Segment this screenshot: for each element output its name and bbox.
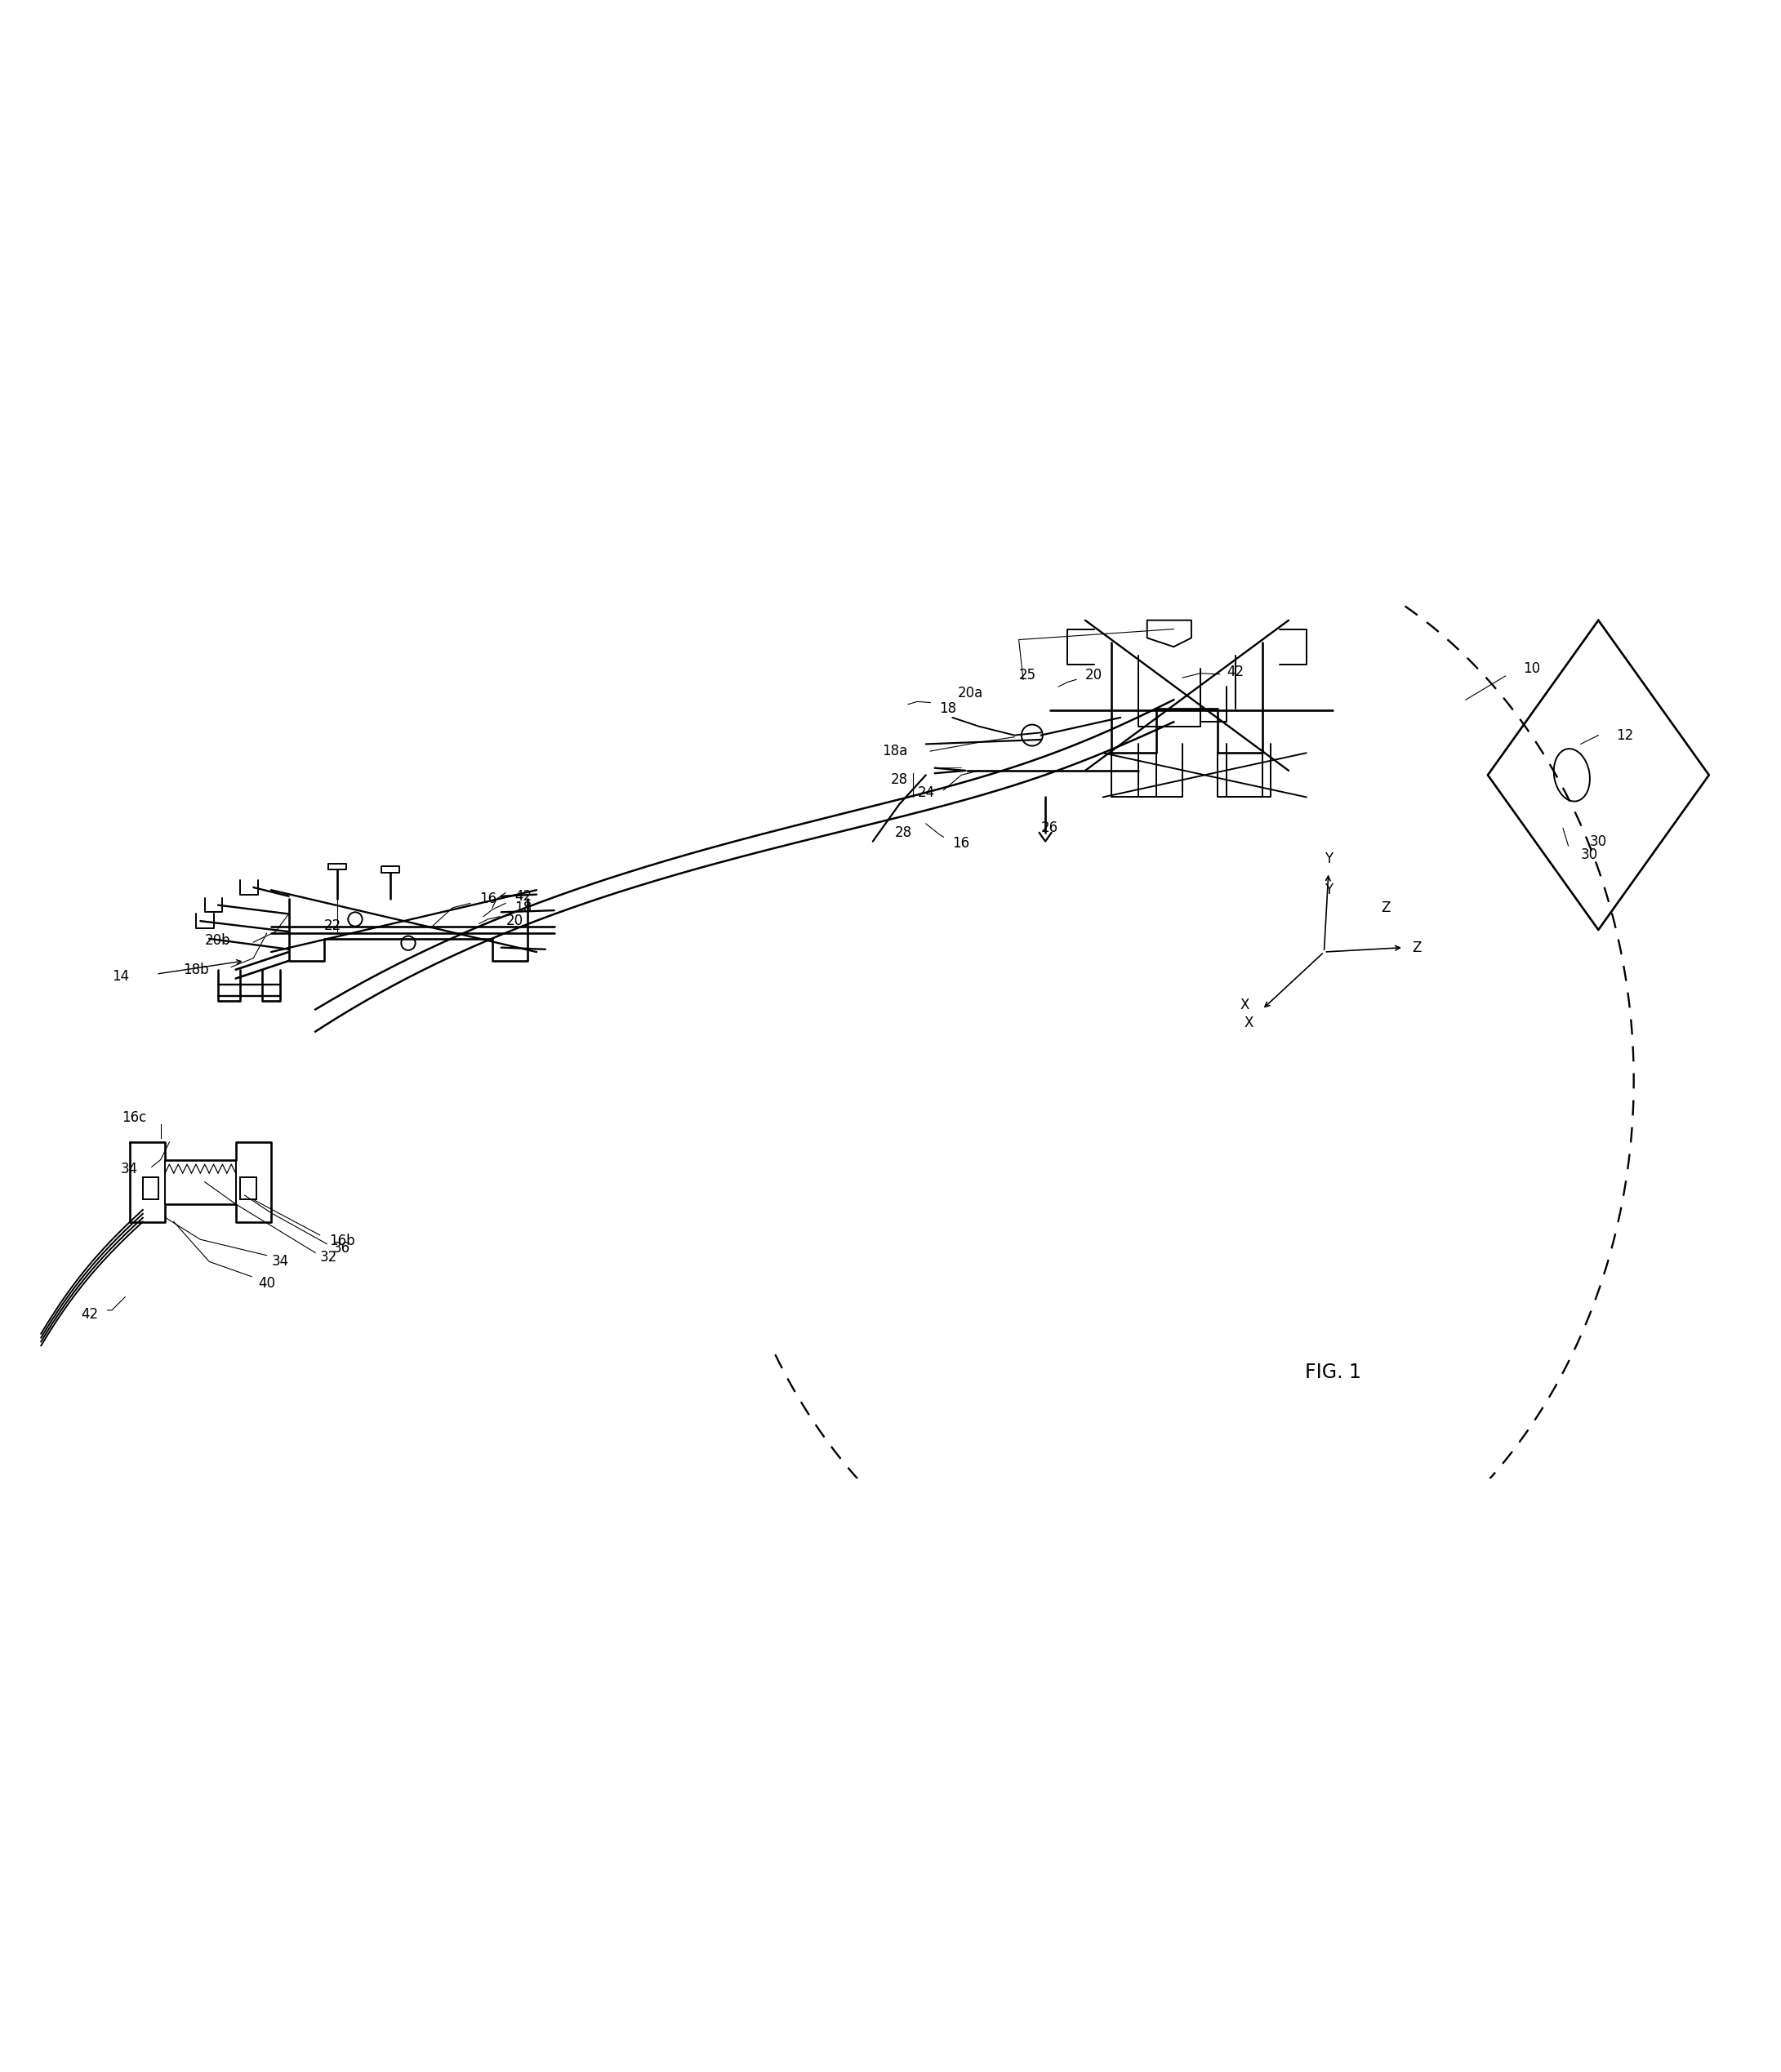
Text: 16: 16 [953, 835, 971, 850]
Text: 16c: 16c [121, 1111, 146, 1125]
Text: Z: Z [1412, 941, 1421, 955]
Text: 30: 30 [1582, 847, 1598, 862]
Text: Y: Y [1325, 883, 1332, 897]
Text: Z: Z [1382, 901, 1391, 916]
Text: 42: 42 [82, 1307, 98, 1322]
Text: 28: 28 [890, 773, 908, 787]
Text: 18: 18 [515, 901, 533, 916]
Text: X: X [1245, 1015, 1254, 1030]
Text: 34: 34 [271, 1254, 289, 1268]
Text: 18a: 18a [882, 744, 908, 758]
Text: 26: 26 [1042, 821, 1058, 835]
Text: 22: 22 [324, 918, 342, 932]
Text: 42: 42 [515, 889, 533, 903]
Text: 24: 24 [917, 785, 935, 800]
Text: 18: 18 [939, 700, 956, 717]
Text: 36: 36 [333, 1241, 351, 1256]
Text: 20: 20 [506, 914, 524, 928]
Text: X: X [1240, 999, 1248, 1013]
Text: 28: 28 [896, 825, 912, 839]
Text: 34: 34 [121, 1160, 139, 1177]
Text: 40: 40 [258, 1276, 276, 1291]
Text: 20: 20 [1085, 667, 1102, 682]
Text: 16b: 16b [329, 1235, 354, 1249]
Text: 25: 25 [1019, 667, 1037, 682]
Text: 20b: 20b [205, 932, 232, 947]
Text: 32: 32 [321, 1249, 337, 1264]
Text: 18b: 18b [183, 961, 208, 978]
Text: FIG. 1: FIG. 1 [1305, 1363, 1361, 1382]
Text: 20a: 20a [958, 686, 983, 700]
Text: 14: 14 [112, 970, 130, 984]
Text: 16: 16 [479, 891, 497, 905]
Text: 12: 12 [1615, 727, 1633, 742]
Text: 10: 10 [1523, 661, 1541, 675]
Text: 30: 30 [1590, 835, 1606, 850]
Text: 42: 42 [1227, 665, 1245, 680]
Text: Y: Y [1325, 852, 1332, 866]
